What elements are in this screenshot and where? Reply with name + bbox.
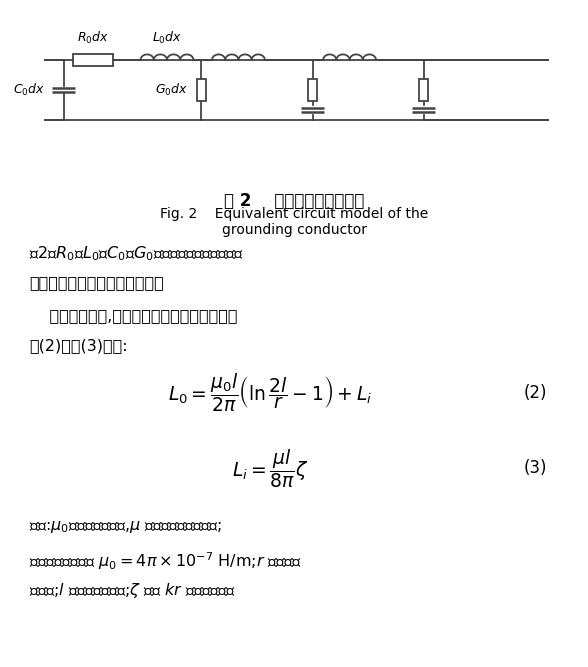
Text: $L_i = \dfrac{\mu l}{8\pi}\zeta$: $L_i = \dfrac{\mu l}{8\pi}\zeta$ [232,447,309,490]
Bar [419,79,429,101]
Text: 在实用范围内可取 $\mu_0 = 4\pi \times 10^{-7}$ H/m;$r$ 为接地材: 在实用范围内可取 $\mu_0 = 4\pi \times 10^{-7}$ H… [29,550,303,572]
Text: grounding conductor: grounding conductor [222,223,366,237]
Bar [196,79,206,101]
Text: Fig. 2    Equivalent circuit model of the: Fig. 2 Equivalent circuit model of the [160,207,428,221]
Text: 度的电阻、电感、电容和电导。: 度的电阻、电感、电容和电导。 [29,275,164,290]
Text: 式(2)、式(3)所示:: 式(2)、式(3)所示: [29,338,128,354]
Text: 图 2    接地体等效电路模型: 图 2 接地体等效电路模型 [224,192,364,210]
Text: 料半径;$l$ 为接地材料长度;$\zeta$ 为与 $kr$ 数值有关的一: 料半径;$l$ 为接地材料长度;$\zeta$ 为与 $kr$ 数值有关的一 [29,581,236,600]
Text: (3): (3) [523,460,547,478]
Text: (2): (2) [523,384,547,402]
Text: 图2中$R_0$、$L_0$、$C_0$、$G_0$分别表示有损导线单位长: 图2中$R_0$、$L_0$、$C_0$、$G_0$分别表示有损导线单位长 [29,244,244,263]
Text: $L_0 = \dfrac{\mu_0 l}{2\pi}\left( \ln\dfrac{2l}{r} - 1 \right) + L_i$: $L_0 = \dfrac{\mu_0 l}{2\pi}\left( \ln\d… [168,372,373,414]
Text: $G_0$dx: $G_0$dx [155,82,188,98]
Text: 在高频条件下,圆截面直导线电感计算公式如: 在高频条件下,圆截面直导线电感计算公式如 [29,307,238,323]
Text: $L_0$dx: $L_0$dx [152,30,182,46]
Bar [308,79,318,101]
Bar [73,54,113,66]
Text: $R_0$dx: $R_0$dx [77,30,109,46]
Text: 式中:$\mu_0$为真空导磁系数,$\mu$ 为接地材料导磁系数;: 式中:$\mu_0$为真空导磁系数,$\mu$ 为接地材料导磁系数; [29,520,223,536]
Text: $C_0$dx: $C_0$dx [13,82,45,98]
